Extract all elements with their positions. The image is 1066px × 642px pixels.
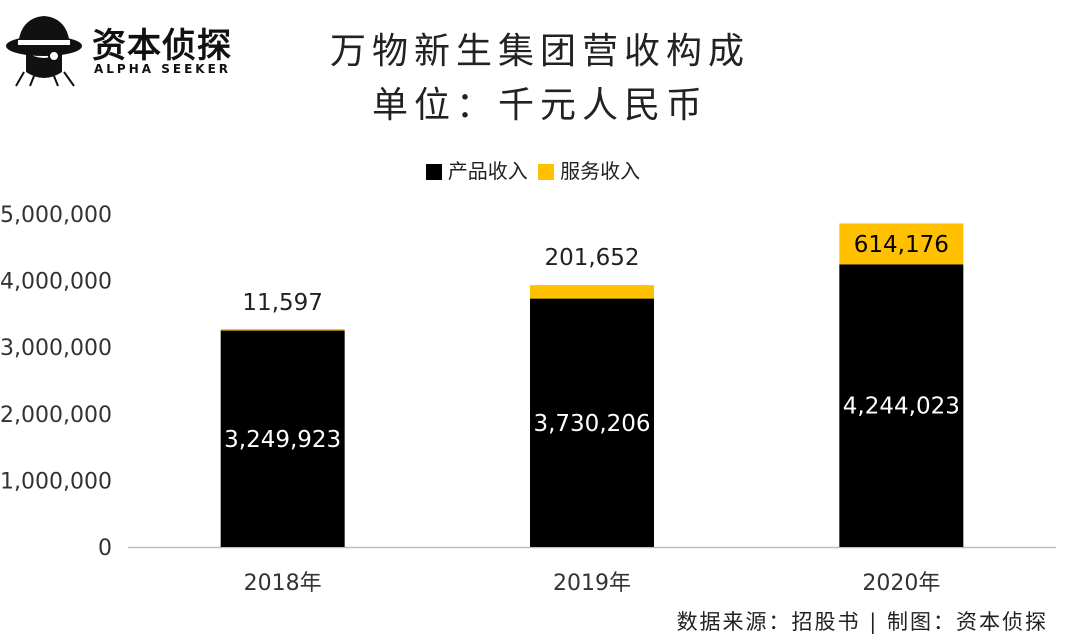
legend-item-service: 服务收入: [538, 155, 640, 184]
legend-label-product: 产品收入: [447, 159, 528, 183]
data-label-service: 201,652: [544, 245, 639, 271]
x-category-label: 2018年: [244, 571, 322, 596]
data-label-product: 3,249,923: [224, 427, 341, 453]
legend-swatch-service: [538, 164, 555, 180]
bar-product: [530, 298, 654, 547]
chart-title: 万物新生集团营收构成: [329, 31, 750, 72]
bar-service: [220, 329, 345, 331]
y-tick-label: 3,000,000: [0, 336, 112, 361]
bar-product: [220, 330, 345, 547]
bar-service: [530, 285, 654, 299]
data-label-product: 4,244,023: [843, 394, 960, 420]
y-tick-label: 1,000,000: [0, 469, 112, 494]
chart-subtitle: 单位：千元人民币: [371, 85, 708, 126]
data-label-product: 3,730,206: [533, 411, 650, 437]
y-tick-label: 2,000,000: [0, 403, 112, 428]
logo-name-en: ALPHA SEEKER: [94, 62, 232, 76]
y-tick-label: 5,000,000: [0, 203, 112, 228]
legend-swatch-product: [425, 164, 442, 180]
source-note: 数据来源：招股书 | 制图：资本侦探: [676, 610, 1048, 634]
bar-service: [839, 223, 964, 265]
y-tick-label: 4,000,000: [0, 270, 112, 295]
y-tick-label: 0: [98, 536, 112, 561]
detective-hat-icon: [6, 16, 82, 87]
data-label-service: 11,597: [242, 290, 322, 316]
x-category-label: 2020年: [862, 571, 940, 596]
brand-logo: 资本侦探 ALPHA SEEKER: [4, 12, 254, 92]
logo-name-cn: 资本侦探: [92, 26, 232, 66]
legend-label-service: 服务收入: [560, 159, 641, 183]
data-label-service: 614,176: [854, 232, 949, 258]
bar-product: [839, 264, 964, 547]
legend-item-product: 产品收入: [425, 155, 528, 184]
x-category-label: 2019年: [553, 571, 631, 596]
chart-legend: 产品收入 服务收入: [0, 155, 1066, 184]
